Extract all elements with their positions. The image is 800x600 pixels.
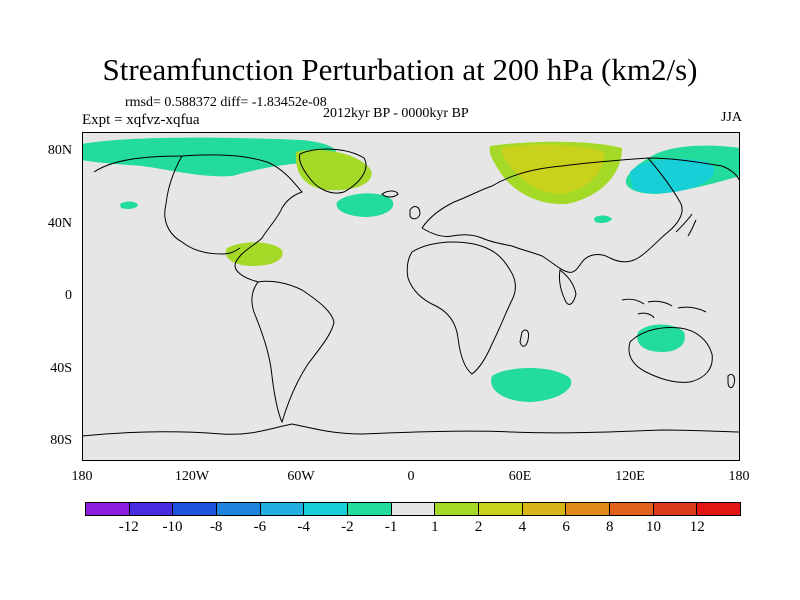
colorbar-label: 10 xyxy=(646,519,662,535)
colorbar-label: -2 xyxy=(341,519,354,535)
colorbar-label: 2 xyxy=(474,519,483,535)
colorbar-swatch xyxy=(173,502,218,516)
contour-southern-ocean xyxy=(491,368,572,402)
lon-tick-label: 0 xyxy=(407,469,415,484)
colorbar xyxy=(85,502,742,516)
lon-tick-label: 180 xyxy=(728,469,750,484)
colorbar-label: 1 xyxy=(431,519,439,535)
contour-eurasia-positive-inner xyxy=(501,144,605,194)
coast-south-america xyxy=(251,280,335,424)
colorbar-label: 6 xyxy=(562,519,570,535)
colorbar-label: 12 xyxy=(689,519,705,535)
lon-tick-label: 180 xyxy=(71,469,93,484)
lon-tick-label: 60W xyxy=(287,469,315,484)
coast-iceland-uk xyxy=(381,190,421,220)
colorbar-swatch xyxy=(435,502,480,516)
colorbar-swatch xyxy=(348,502,392,516)
lon-tick-label: 60E xyxy=(508,469,532,484)
stats-line: rmsd= 0.588372 diff= -1.83452e-08 xyxy=(125,95,327,110)
coast-australia xyxy=(628,327,713,383)
contour-central-asia-small xyxy=(594,215,612,223)
contour-australia-negative xyxy=(637,324,685,352)
experiment-label: Expt = xqfvz-xqfua xyxy=(82,112,200,128)
lat-tick-label: 0 xyxy=(65,288,72,303)
colorbar-label: -10 xyxy=(162,519,183,535)
colorbar-swatch xyxy=(653,502,698,516)
coast-indian-subcontinent xyxy=(559,269,577,305)
colorbar-swatch xyxy=(85,502,130,516)
colorbar-label: 4 xyxy=(518,519,527,535)
lat-tick-label: 40S xyxy=(50,361,72,376)
lon-tick-label: 120W xyxy=(174,469,210,484)
colorbar-label: -6 xyxy=(253,519,267,535)
colorbar-swatch xyxy=(129,502,174,516)
colorbar-label: -1 xyxy=(384,519,398,535)
coast-maritime-continent xyxy=(621,298,707,319)
season-label: JJA xyxy=(720,110,742,125)
plot-title: Streamfunction Perturbation at 200 hPa (… xyxy=(102,52,698,87)
coastlines xyxy=(82,148,740,437)
contour-north-atlantic xyxy=(336,193,394,217)
coast-africa xyxy=(406,241,516,375)
colorbar-swatch xyxy=(217,502,261,516)
colorbar-swatch xyxy=(260,502,305,516)
colorbar-swatch xyxy=(479,502,523,516)
coast-new-zealand xyxy=(727,373,735,389)
colorbar-label: -8 xyxy=(209,519,223,535)
contour-pacific-small xyxy=(120,201,138,209)
lat-tick-label: 80N xyxy=(47,143,72,158)
period-label: 2012kyr BP - 0000kyr BP xyxy=(323,106,469,121)
colorbar-swatch xyxy=(304,502,349,516)
map-panel xyxy=(82,132,740,461)
colorbar-swatch xyxy=(610,502,654,516)
colorbar-label: -4 xyxy=(297,519,310,535)
contour-caribbean-positive xyxy=(225,242,283,266)
lat-tick-label: 80S xyxy=(50,433,72,448)
colorbar-swatch xyxy=(522,502,567,516)
coast-madagascar xyxy=(519,329,529,347)
coast-antarctica xyxy=(82,423,740,437)
contour-greenland-positive xyxy=(295,149,372,191)
colorbar-swatch xyxy=(697,502,742,516)
lon-tick-label: 120E xyxy=(615,469,645,484)
colorbar-swatch xyxy=(391,502,436,516)
lat-tick-label: 40N xyxy=(47,216,72,231)
contour-siberia-negative xyxy=(630,158,715,194)
coast-north-america xyxy=(93,154,303,283)
contour-arctic-north-america xyxy=(82,137,337,177)
coast-europe-asia xyxy=(421,157,740,273)
contour-fills xyxy=(82,137,740,402)
coast-greenland xyxy=(299,148,367,194)
map-svg xyxy=(82,137,740,437)
colorbar-label: 8 xyxy=(606,519,614,535)
colorbar-label: -12 xyxy=(118,519,139,535)
colorbar-swatch xyxy=(566,502,611,516)
coast-japan xyxy=(675,213,697,237)
